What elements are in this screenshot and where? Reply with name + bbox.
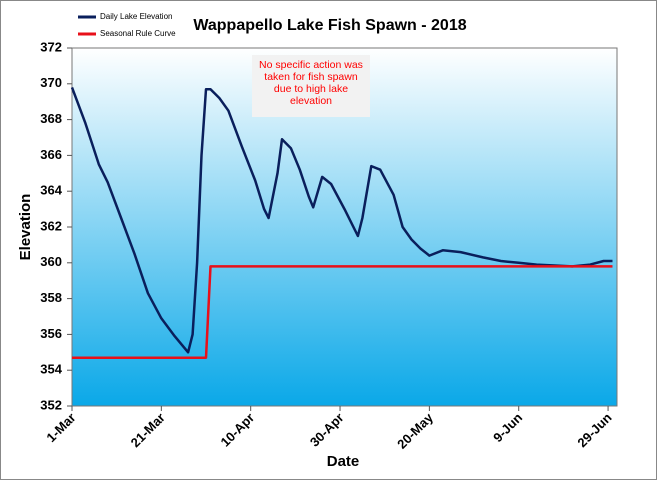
annotation: taken for fish spawn [264,71,358,83]
y-tick-label: 352 [40,397,62,412]
annotation: elevation [290,95,332,107]
annotation: No specific action was [259,59,363,71]
x-axis-label: Date [327,453,360,470]
y-tick-label: 372 [40,39,62,54]
annotation-box [252,55,370,117]
series-line [72,265,613,359]
y-tick-label: 356 [40,326,62,341]
y-tick-label: 364 [40,183,62,198]
legend-label: Seasonal Rule Curve [100,29,176,38]
y-axis-label: Elevation [17,194,34,261]
chart-title: Wappapello Lake Fish Spawn - 2018 [193,17,466,34]
y-tick-label: 360 [40,254,62,269]
y-tick-label: 354 [40,362,62,377]
y-tick-label: 362 [40,218,62,233]
y-tick-label: 358 [40,290,62,305]
y-tick-label: 370 [40,75,62,90]
series-line [70,86,613,354]
legend-label: Daily Lake Elevation [100,12,172,21]
y-tick-label: 368 [40,111,62,126]
y-tick-label: 366 [40,147,62,162]
annotation: due to high lake [274,83,348,95]
